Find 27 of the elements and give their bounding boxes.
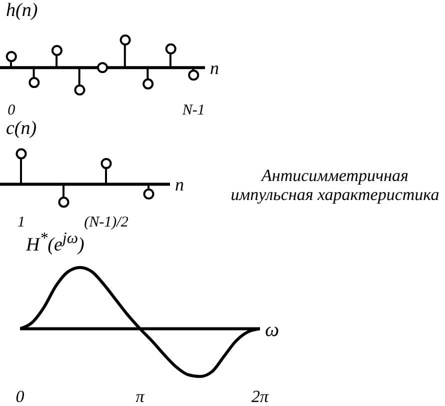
point <box>28 77 40 88</box>
x-axis-title: n <box>210 58 219 78</box>
point <box>142 78 154 90</box>
x-tick-label: (N-1)/2 <box>84 214 129 231</box>
point <box>188 70 200 81</box>
y-axis-title: h(n) <box>6 0 38 22</box>
y-axis-title: c(n) <box>6 118 37 140</box>
x-tick-label: π <box>136 387 145 406</box>
x-tick-label: 0 <box>8 102 16 119</box>
point <box>143 188 154 200</box>
point <box>6 51 17 62</box>
point <box>58 196 70 208</box>
point <box>51 44 62 56</box>
x-axis-title: n <box>175 174 184 195</box>
text: Антисимметричная импульсная характеристика <box>230 166 440 204</box>
x-tick-label: 2π <box>251 387 269 406</box>
point <box>165 43 176 54</box>
x-axis-title: ω <box>265 318 280 341</box>
x-tick-label: N-1 <box>181 102 205 119</box>
x-tick-label: 0 <box>16 387 25 406</box>
point <box>16 148 27 160</box>
point <box>74 84 86 96</box>
x-tick-label: 1 <box>18 214 25 231</box>
point <box>96 62 108 74</box>
point <box>120 34 131 46</box>
point <box>100 158 112 170</box>
y-axis-title: H$^{*}$(e$^{jω}$) <box>26 230 84 256</box>
